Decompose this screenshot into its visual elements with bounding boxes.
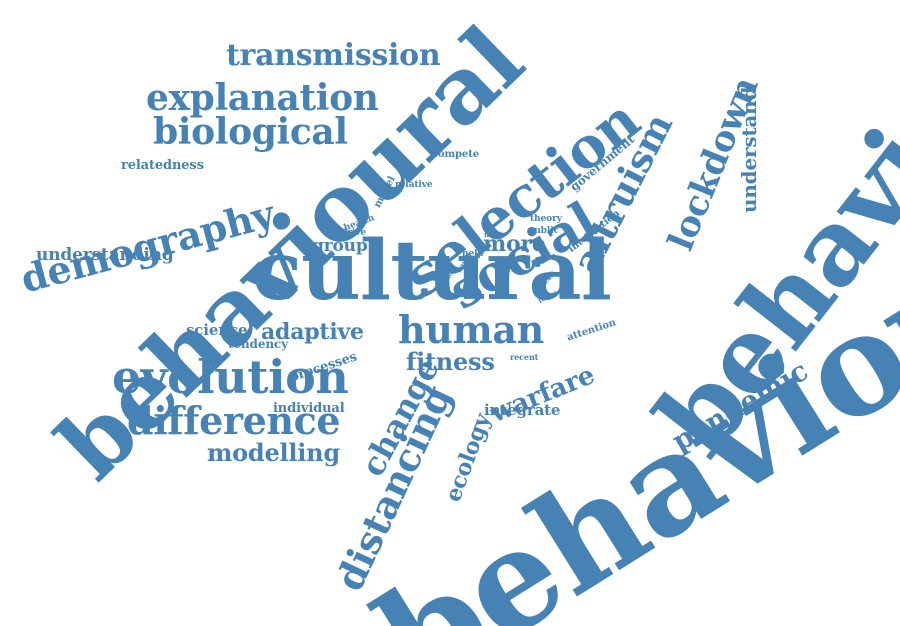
word-individual: individual bbox=[273, 401, 345, 416]
word-more: more bbox=[483, 231, 546, 257]
word-attention: attention bbox=[565, 317, 618, 344]
word-relatedness: relatedness bbox=[121, 158, 204, 173]
word-compete: compete bbox=[432, 149, 479, 160]
word-most: most bbox=[484, 230, 503, 239]
word-tendency: tendency bbox=[228, 337, 288, 351]
word-transmission: transmission bbox=[226, 38, 441, 73]
word-drive: drive bbox=[341, 228, 366, 238]
word-adaptive: adaptive bbox=[261, 319, 364, 345]
word-public: public bbox=[528, 226, 559, 236]
word-biological: biological bbox=[153, 111, 348, 153]
word-integrate: integrate bbox=[484, 401, 561, 419]
word-explanation: explanation bbox=[146, 77, 379, 119]
word-cultural: cultural bbox=[252, 223, 612, 319]
word-understand: understand bbox=[737, 86, 761, 213]
word-evolution: evolution bbox=[112, 350, 349, 404]
word-recent: recent bbox=[510, 352, 539, 362]
word-difference: difference bbox=[127, 398, 341, 443]
word-understanding: understanding bbox=[36, 245, 174, 265]
word-ecology: ecology bbox=[440, 410, 496, 506]
word-science: science bbox=[186, 321, 248, 339]
word-human: human bbox=[398, 307, 544, 352]
word-help: help bbox=[462, 249, 484, 259]
word-modelling: modelling bbox=[207, 438, 340, 467]
word-group: group bbox=[312, 236, 368, 256]
word-relative: relative bbox=[395, 180, 433, 190]
word-theory: theory bbox=[530, 214, 562, 224]
word-fitness: fitness bbox=[406, 347, 495, 376]
